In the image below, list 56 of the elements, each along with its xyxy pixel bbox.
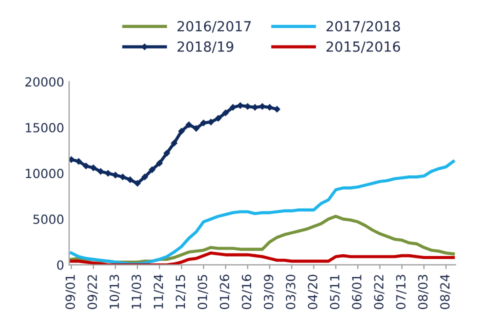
point <box>98 168 104 175</box>
point <box>230 104 236 111</box>
point <box>171 140 178 146</box>
y-tick-label: 15000 <box>26 122 64 132</box>
point <box>142 174 148 180</box>
x-tick-label: 03/09 <box>264 274 274 310</box>
point <box>244 103 251 110</box>
y-tick-label: 5000 <box>33 214 64 224</box>
y-tick-label: 20000 <box>25 77 64 87</box>
legend-label: 2018/19 <box>178 41 234 53</box>
point <box>82 162 90 170</box>
x-tick-label: 12/15 <box>176 274 186 309</box>
x-tick-label: 02/16 <box>242 274 252 310</box>
point <box>222 110 229 116</box>
point <box>178 128 185 134</box>
legend-label: 2016/2017 <box>178 20 251 33</box>
x-tick-label: 07/13 <box>396 274 407 310</box>
point <box>259 103 266 110</box>
legend-label: 2017/2018 <box>326 20 400 33</box>
point <box>266 104 273 111</box>
x-tick-label: 09/22 <box>88 275 98 310</box>
legend-label: 2015/2016 <box>326 41 400 53</box>
x-tick-label: 03/30 <box>286 274 296 310</box>
point <box>134 180 141 187</box>
y-tick-label: 10000 <box>26 168 64 178</box>
x-tick-label: 11/03 <box>132 274 142 309</box>
x-tick-label: 06/22 <box>374 275 384 310</box>
x-tick-label: 10/13 <box>110 274 120 309</box>
x-tick-label: 04/20 <box>308 274 318 310</box>
x-tick-label: 09/01 <box>65 275 76 310</box>
x-tick-label: 01/05 <box>198 274 208 310</box>
point <box>186 122 192 128</box>
point <box>69 156 74 163</box>
x-tick-label: 05/11 <box>330 275 340 310</box>
point <box>112 172 119 178</box>
point <box>208 118 214 126</box>
point <box>237 102 244 109</box>
point <box>90 164 97 171</box>
point <box>252 104 258 111</box>
point <box>215 115 222 122</box>
point <box>274 106 280 112</box>
point <box>76 158 82 165</box>
x-tick-label: 08/03 <box>418 274 429 310</box>
point <box>148 166 156 173</box>
point <box>120 174 126 180</box>
point <box>193 125 200 132</box>
point <box>156 160 163 166</box>
x-tick-label: 01/26 <box>220 274 230 310</box>
x-tick-label: 06/01 <box>352 275 362 310</box>
x-tick-label: 08/24 <box>440 274 451 310</box>
point <box>126 176 134 183</box>
y-tick-label: 0 <box>57 260 64 270</box>
point <box>200 120 207 126</box>
x-tick-label: 11/24 <box>154 274 164 309</box>
point <box>104 170 112 176</box>
point <box>164 150 170 156</box>
